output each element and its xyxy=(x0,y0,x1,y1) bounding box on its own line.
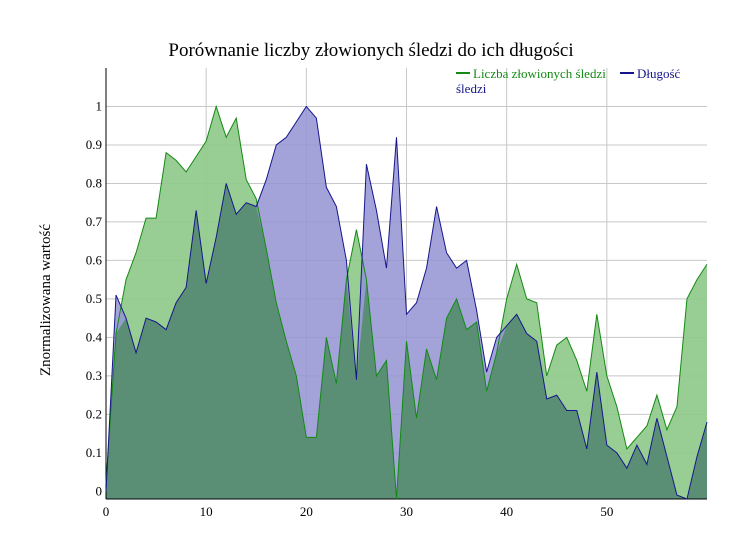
legend-label-series-2-cont: śledzi xyxy=(456,81,487,96)
y-tick-label: 0.6 xyxy=(86,252,103,267)
y-tick-label: 0.4 xyxy=(86,329,103,344)
axes xyxy=(105,68,707,500)
chart-title: Porównanie liczby złowionych śledzi do i… xyxy=(168,40,573,61)
y-tick-label: 0.9 xyxy=(86,137,102,152)
y-tick-label: 0.2 xyxy=(86,406,102,421)
x-tick-label: 20 xyxy=(300,504,313,519)
x-tick-label: 50 xyxy=(600,504,613,519)
y-axis-label: Znormalizowana wartość xyxy=(38,224,54,376)
legend: Liczba złowionych śledzi Długość śledzi xyxy=(456,66,681,96)
line-series-2 xyxy=(105,105,708,500)
y-tick-label: 0.1 xyxy=(86,445,102,460)
line-series-1 xyxy=(105,104,708,500)
y-tick-label: 1 xyxy=(96,98,103,113)
y-tick-label: 0.7 xyxy=(86,214,103,229)
x-tick-label: 40 xyxy=(500,504,513,519)
series-lines xyxy=(105,104,708,500)
y-tick-label: 0.8 xyxy=(86,175,102,190)
x-tick-label: 0 xyxy=(103,504,110,519)
legend-label-series-2: Długość xyxy=(637,66,681,81)
legend-label-series-1: Liczba złowionych śledzi xyxy=(473,66,606,81)
x-tick-label: 10 xyxy=(200,504,213,519)
y-tick-label: 0.3 xyxy=(86,368,102,383)
y-tick-label: 0.5 xyxy=(86,291,102,306)
x-tick-label: 30 xyxy=(400,504,413,519)
tick-labels: 0 10 20 30 40 50 0 0.1 0.2 0.3 0.4 0.5 0.6 0.7 0.8 0.9 1 xyxy=(86,98,614,519)
y-tick-label: 0 xyxy=(96,483,103,498)
